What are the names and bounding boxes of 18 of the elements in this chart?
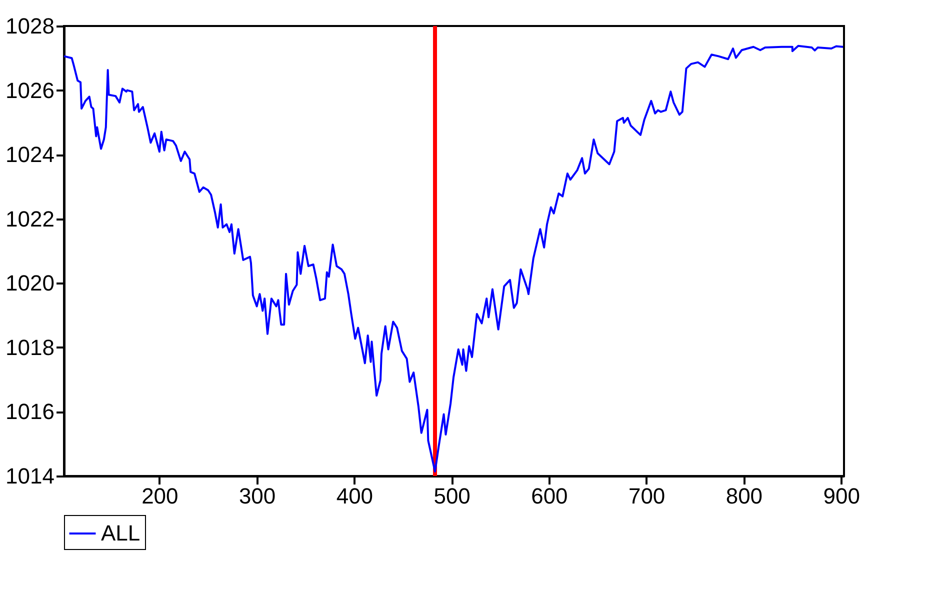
line-series [63, 44, 844, 472]
x-tick-label: 500 [434, 484, 470, 508]
x-tick-label: 900 [823, 484, 860, 508]
y-tick-label: 1026 [6, 78, 54, 103]
x-tick-label: 300 [238, 484, 276, 508]
y-tick-label: 1014 [6, 464, 54, 488]
y-tick-label: 1022 [6, 206, 54, 232]
x-tick-label: 700 [628, 484, 666, 508]
y-tick-label: 1028 [6, 14, 54, 38]
legend-label: ALL [101, 520, 140, 546]
y-tick-label: 1024 [6, 142, 54, 168]
x-tick-label: 400 [336, 484, 374, 508]
y-tick-label: 1018 [6, 334, 54, 360]
x-tick-label: 800 [726, 484, 763, 508]
x-tick-label: 600 [531, 484, 568, 508]
y-tick-label: 1016 [6, 399, 54, 424]
y-tick-label: 1020 [6, 270, 54, 296]
x-tick-label: 200 [142, 484, 178, 508]
